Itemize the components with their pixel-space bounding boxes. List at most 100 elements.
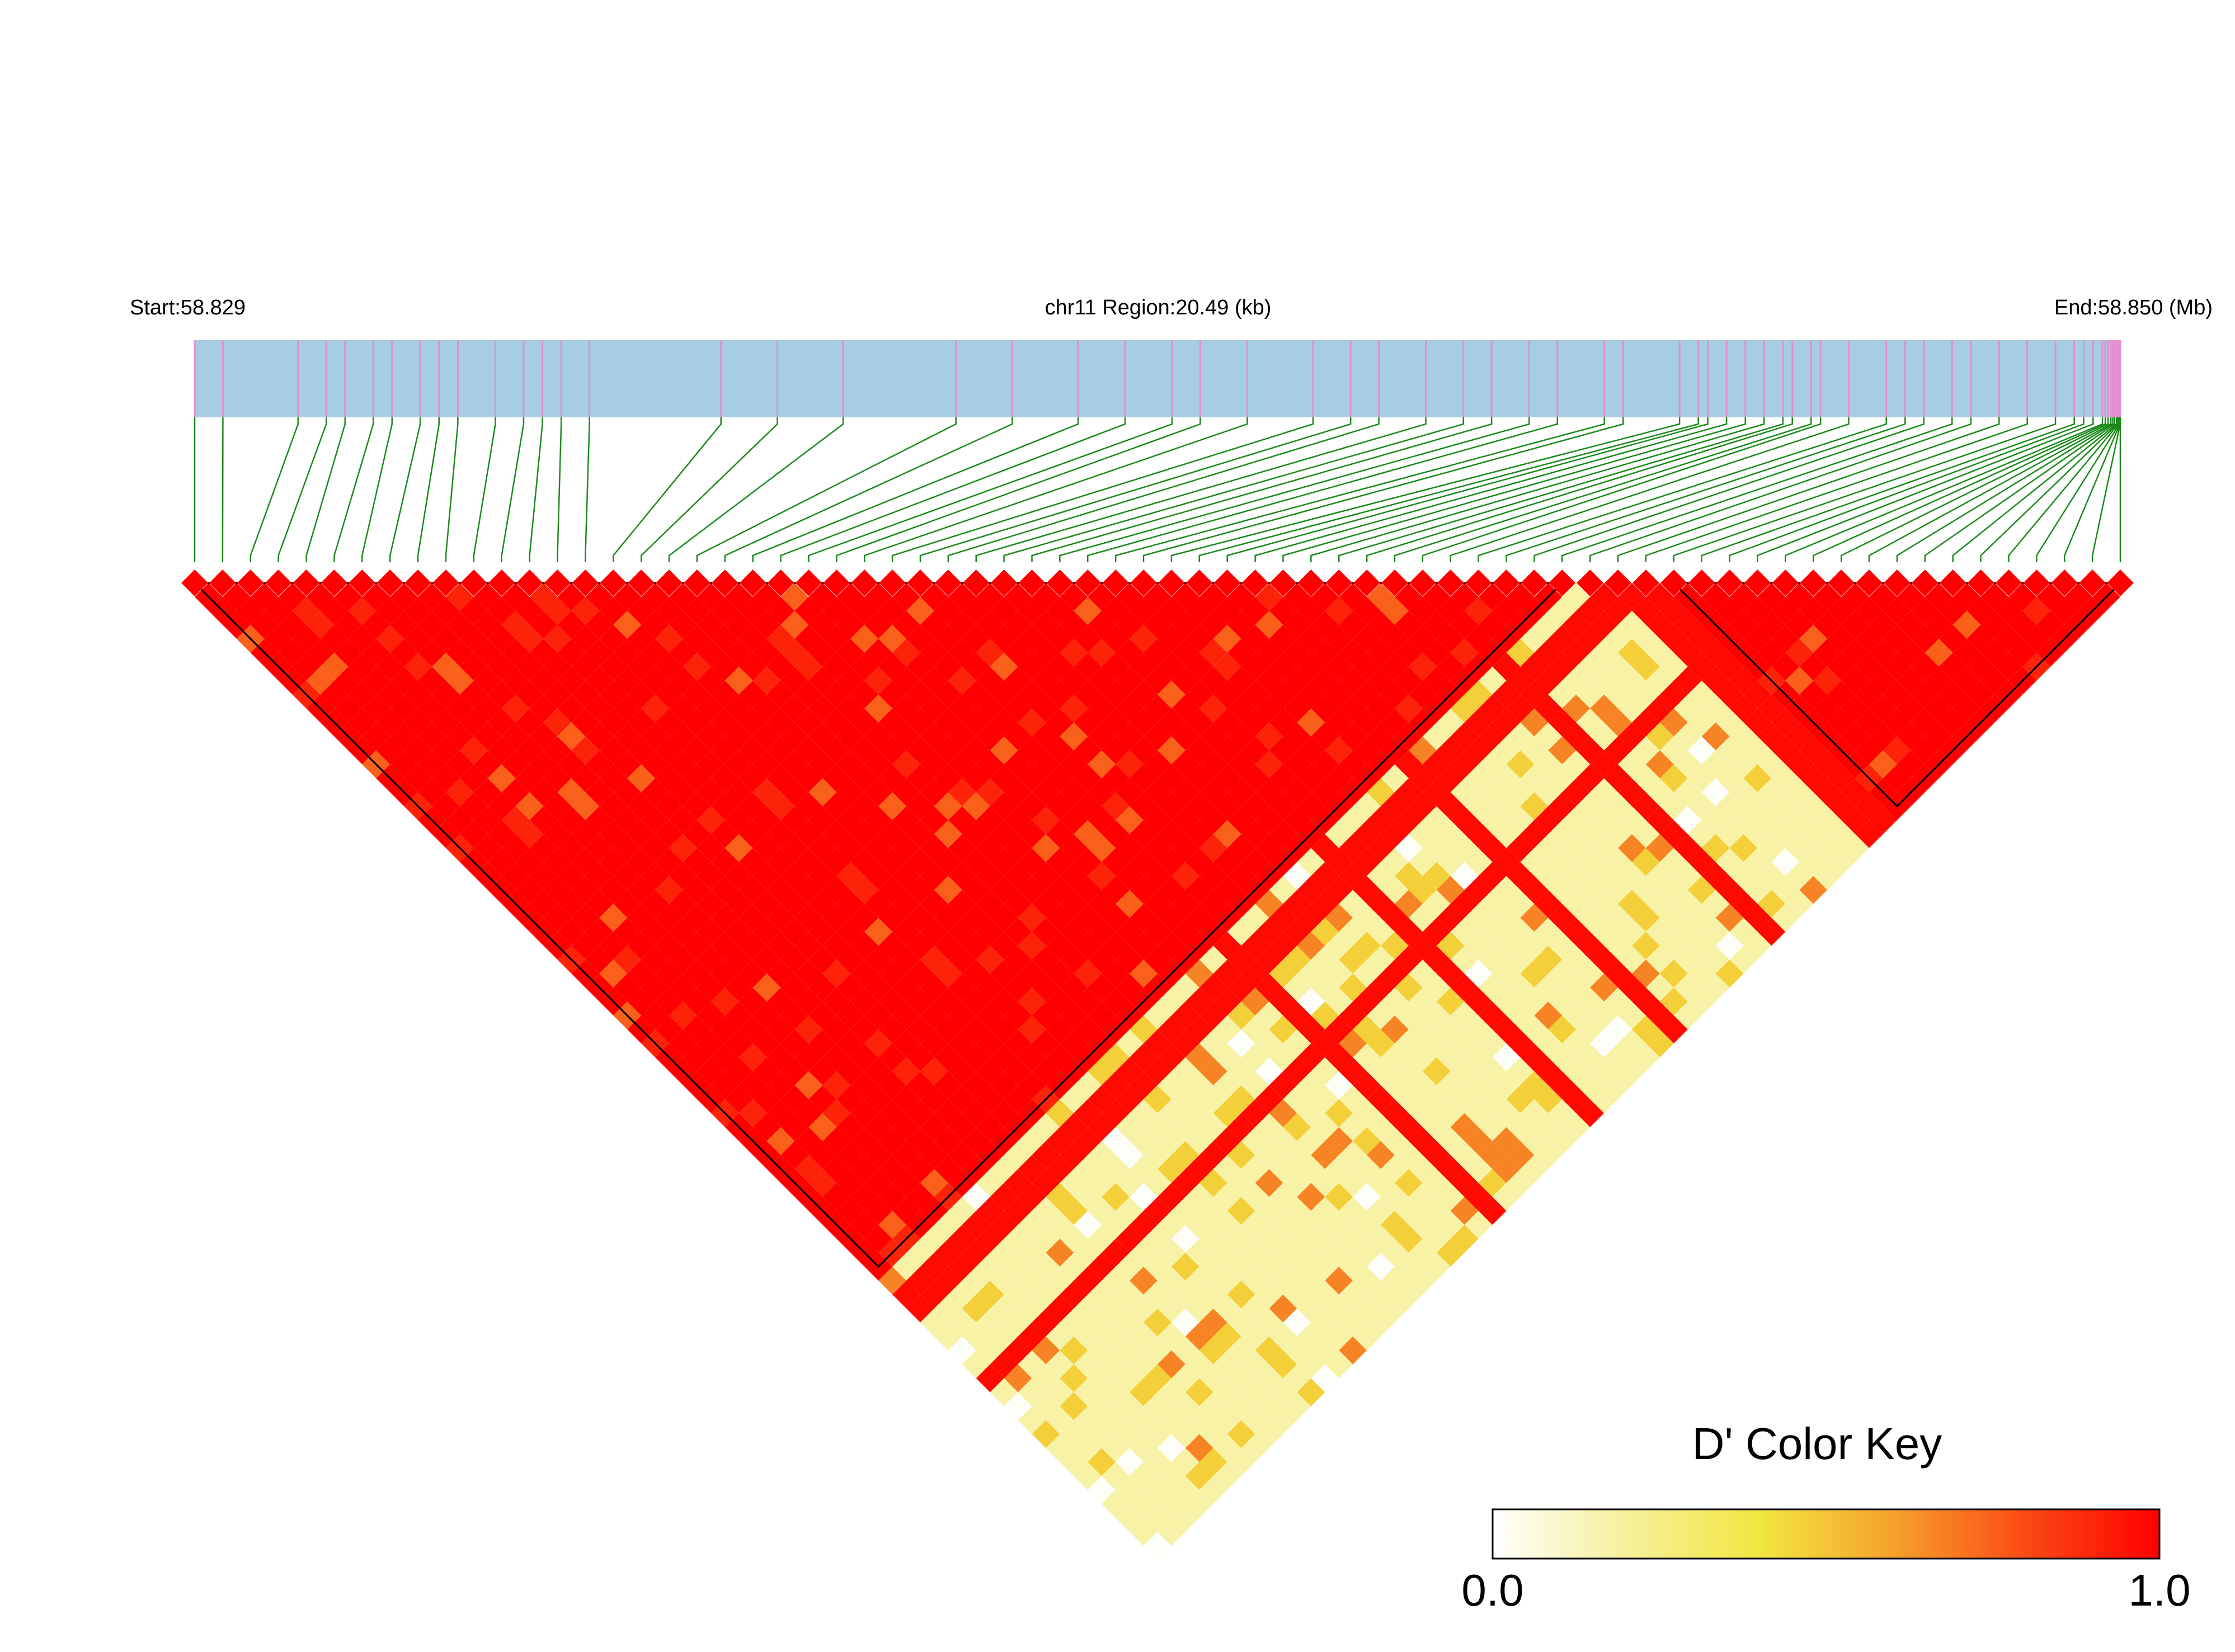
- ld-cell: [669, 945, 697, 974]
- ld-cell: [752, 862, 781, 890]
- snp-marker: [265, 570, 292, 596]
- ld-cell: [1422, 945, 1451, 974]
- ld-cell: [1450, 945, 1479, 974]
- ld-cell: [473, 694, 502, 723]
- ld-cell: [1562, 666, 1591, 695]
- ld-cell: [780, 610, 809, 639]
- ld-cell: [1478, 1113, 1507, 1141]
- ld-cell: [1841, 610, 1870, 639]
- ld-cell: [1004, 862, 1032, 890]
- snp-marker: [349, 570, 376, 596]
- snp-marker: [1856, 570, 1883, 596]
- ld-cell: [1116, 1392, 1144, 1420]
- snp-marker: [237, 570, 264, 596]
- ld-cell: [1088, 722, 1116, 751]
- ld-cell: [1032, 1253, 1060, 1281]
- ld-cell: [1185, 987, 1213, 1016]
- ld-cell: [1116, 778, 1144, 807]
- ld-cell: [1408, 1043, 1437, 1071]
- ld-cell: [1701, 889, 1730, 918]
- snp-marker: [516, 570, 543, 596]
- ld-cell: [1171, 1085, 1199, 1113]
- snp-connector: [557, 417, 562, 562]
- ld-cell: [1046, 1043, 1074, 1071]
- ld-cell: [543, 680, 572, 709]
- ld-cell: [1785, 638, 1814, 667]
- snp-connector: [305, 417, 346, 562]
- ld-cell: [404, 652, 432, 681]
- ld-cell: [1102, 1434, 1130, 1462]
- ld-cell: [1520, 876, 1549, 904]
- snp-connector: [1226, 417, 1709, 562]
- ld-cell: [1869, 610, 1897, 639]
- ld-cell: [348, 596, 377, 625]
- ld-cell: [1060, 1169, 1088, 1197]
- ld-cell: [1339, 1001, 1367, 1030]
- ld-cell: [1227, 1057, 1255, 1085]
- ld-cell: [1311, 666, 1339, 695]
- ld-cell: [920, 1225, 948, 1253]
- ld-cell: [738, 596, 767, 625]
- ld-cell: [1018, 596, 1046, 625]
- ld-cell: [1185, 652, 1213, 681]
- ld-cell: [1757, 750, 1786, 779]
- snp-connector: [1785, 417, 2104, 562]
- ld-cell: [906, 987, 934, 1016]
- ld-cell: [948, 694, 976, 723]
- ld-cell: [1325, 596, 1353, 625]
- ld-cell: [948, 1308, 976, 1336]
- ld-cell: [1436, 987, 1465, 1016]
- ld-cell: [1799, 652, 1828, 681]
- ld-cell: [711, 792, 739, 821]
- ld-cell: [473, 750, 502, 779]
- ld-cell: [1785, 722, 1814, 751]
- ld-cell: [1325, 764, 1353, 793]
- ld-cell: [1102, 680, 1130, 709]
- ld-cell: [878, 1183, 907, 1211]
- snp-connector: [1338, 417, 1784, 562]
- ld-cell: [1353, 1015, 1381, 1044]
- ld-cell: [362, 583, 390, 611]
- ld-cell: [1004, 1141, 1032, 1169]
- ld-cell: [1645, 610, 1674, 639]
- ld-cell: [1506, 722, 1535, 751]
- ld-cell: [1171, 1001, 1199, 1030]
- ld-cell: [892, 750, 920, 779]
- ld-cell: [1102, 1378, 1130, 1406]
- snp-marker: [181, 570, 208, 596]
- ld-cell: [1520, 931, 1549, 960]
- ld-cell: [1032, 610, 1060, 639]
- snp-marker: [1911, 570, 1938, 596]
- ld-cell: [1813, 862, 1842, 890]
- ld-cell: [1436, 1127, 1465, 1155]
- snp-marker: [1074, 570, 1102, 596]
- ld-cell: [1004, 1392, 1032, 1420]
- ld-cell: [1018, 1071, 1046, 1099]
- ld-cell: [1032, 1364, 1060, 1392]
- ld-cell: [1213, 596, 1241, 625]
- ld-cell: [1199, 1085, 1227, 1113]
- ld-cell: [1632, 596, 1660, 625]
- ld-cell: [1297, 680, 1325, 709]
- ld-cell: [990, 1071, 1018, 1099]
- ld-cell: [1130, 931, 1158, 960]
- ld-cell: [390, 666, 418, 695]
- ld-cell: [1102, 1322, 1130, 1350]
- ld-cell: [1088, 917, 1116, 946]
- ld-cell: [1325, 1183, 1353, 1211]
- snp-marker: [1967, 570, 1994, 596]
- ld-cell: [1520, 987, 1549, 1016]
- ld-cell: [1534, 694, 1563, 723]
- ld-cell: [1130, 1211, 1158, 1239]
- ld-cell: [557, 889, 586, 918]
- snp-connector: [1533, 417, 1925, 562]
- ld-cell: [1687, 876, 1716, 904]
- ld-cell: [1255, 722, 1283, 751]
- ld-cell: [1408, 1183, 1437, 1211]
- ld-cell: [948, 1225, 976, 1253]
- ld-cell: [836, 778, 865, 807]
- ld-cell: [1478, 1085, 1507, 1113]
- ld-cell: [264, 596, 293, 625]
- ld-cell: [1381, 876, 1409, 904]
- ld-cell: [962, 1183, 990, 1211]
